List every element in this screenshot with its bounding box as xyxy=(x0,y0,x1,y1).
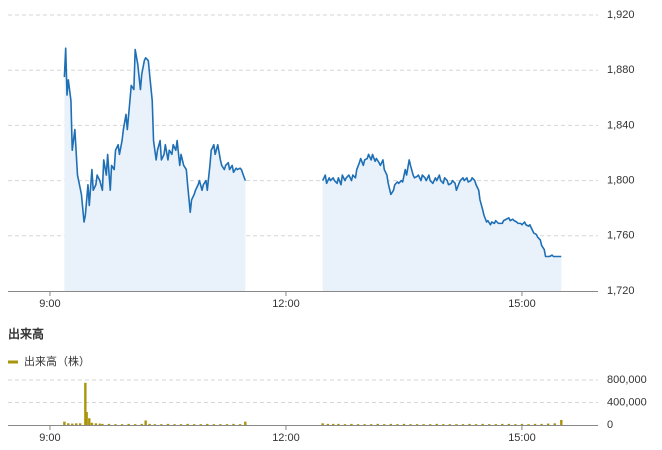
volume-bar xyxy=(127,423,130,425)
volume-bar xyxy=(67,423,70,425)
volume-bar xyxy=(63,421,66,425)
volume-bar xyxy=(337,423,340,425)
volume-bar xyxy=(107,423,111,425)
volume-bar xyxy=(435,423,438,425)
y-tick-label: 1,800 xyxy=(607,175,635,187)
volume-bar xyxy=(343,424,347,425)
x-tick-label: 12:00 xyxy=(272,298,300,310)
y-tick-label: 1,840 xyxy=(607,119,635,131)
volume-bar xyxy=(369,424,373,425)
volume-title: 出来高 xyxy=(8,326,44,341)
volume-bar xyxy=(442,424,445,425)
volume-bar xyxy=(179,424,183,425)
volume-bar xyxy=(402,423,406,425)
y-tick-label: 1,760 xyxy=(607,230,635,242)
volume-bar xyxy=(199,424,202,425)
volume-bar xyxy=(455,424,458,425)
volume-bar xyxy=(331,423,335,425)
volume-bar xyxy=(514,424,517,425)
volume-bar xyxy=(321,423,324,425)
y-tick-label: 1,920 xyxy=(607,9,635,21)
volume-bar xyxy=(448,424,452,425)
volume-bar xyxy=(85,412,88,425)
volume-bar xyxy=(461,424,465,425)
volume-bar xyxy=(219,424,222,425)
volume-bar xyxy=(501,423,504,425)
volume-bar xyxy=(238,424,242,425)
volume-bar xyxy=(74,423,78,425)
volume-bar xyxy=(160,424,163,425)
volume-bar xyxy=(90,422,94,425)
volume-bar xyxy=(206,423,209,425)
volume-bar xyxy=(140,423,143,425)
volume-bar xyxy=(363,424,366,425)
volume-bar xyxy=(148,423,151,425)
volume-bar xyxy=(422,424,425,425)
volume-bar xyxy=(527,424,530,425)
volume-bar xyxy=(186,423,189,425)
volume-bar xyxy=(468,423,471,425)
volume-bar xyxy=(494,424,497,425)
x-tick-label: 15:00 xyxy=(508,432,536,444)
volume-bar xyxy=(553,423,556,425)
volume-bar xyxy=(507,423,511,425)
x-tick-label: 9:00 xyxy=(39,298,60,310)
volume-bar xyxy=(144,420,147,425)
volume-bar xyxy=(356,424,360,425)
volume-bar xyxy=(326,423,330,425)
volume-bar xyxy=(546,423,550,425)
area-fill xyxy=(322,154,562,291)
volume-bar xyxy=(173,424,176,425)
volume-bar xyxy=(120,424,124,425)
volume-bar xyxy=(153,424,157,425)
volume-bar xyxy=(396,424,399,425)
y-tick-label: 800,000 xyxy=(607,374,647,386)
volume-bar xyxy=(225,424,229,425)
volume-bar xyxy=(474,424,478,425)
volume-bar xyxy=(88,418,91,425)
volume-bar xyxy=(94,423,98,425)
volume-bar xyxy=(101,423,104,425)
volume-bar xyxy=(409,424,412,425)
y-tick-label: 1,880 xyxy=(607,64,635,76)
volume-bar xyxy=(376,423,379,425)
volume-bar xyxy=(114,424,117,425)
y-tick-label: 400,000 xyxy=(607,396,647,408)
volume-bar xyxy=(428,424,432,425)
volume-bar xyxy=(487,424,491,425)
legend-label: 出来高（株） xyxy=(24,354,90,368)
volume-bar xyxy=(560,419,563,425)
volume-bar xyxy=(192,424,196,425)
x-tick-label: 15:00 xyxy=(508,298,536,310)
volume-bar xyxy=(415,424,419,425)
volume-bar xyxy=(520,423,524,425)
area-fill xyxy=(64,48,246,292)
volume-bar xyxy=(533,423,537,425)
volume-bar xyxy=(71,423,74,425)
volume-bar xyxy=(481,423,484,425)
y-tick-label: 1,720 xyxy=(607,285,635,297)
volume-bar xyxy=(212,424,216,425)
volume-bar xyxy=(166,423,170,425)
volume-bar xyxy=(244,421,247,425)
volume-bar xyxy=(383,424,386,425)
volume-bar xyxy=(232,423,235,425)
x-tick-label: 12:00 xyxy=(272,432,300,444)
volume-bar xyxy=(133,424,137,425)
volume-bar xyxy=(84,382,87,425)
volume-bar xyxy=(350,423,353,425)
volume-bar xyxy=(78,423,82,425)
price-line xyxy=(63,47,562,258)
y-tick-label: 0 xyxy=(607,419,613,431)
volume-bar xyxy=(540,423,543,425)
x-tick-label: 9:00 xyxy=(39,432,60,444)
volume-bar xyxy=(98,423,101,425)
volume-bar xyxy=(389,423,393,425)
